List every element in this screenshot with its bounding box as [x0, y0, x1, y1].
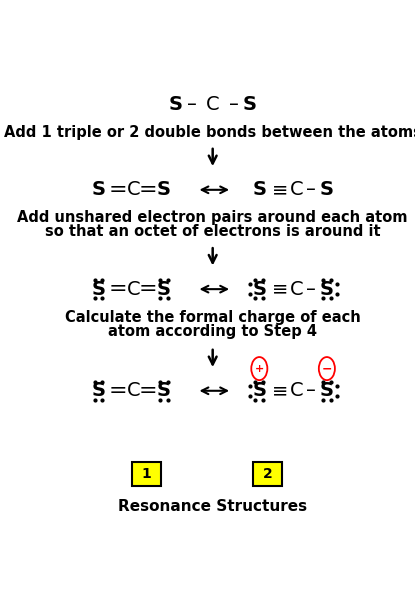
Text: Resonance Structures: Resonance Structures: [118, 499, 307, 514]
Text: –: –: [306, 280, 316, 299]
Text: S: S: [252, 280, 266, 299]
Text: C: C: [290, 181, 303, 199]
Text: Add 1 triple or 2 double bonds between the atoms: Add 1 triple or 2 double bonds between t…: [4, 125, 415, 140]
Text: =: =: [139, 180, 157, 200]
Text: so that an octet of electrons is around it: so that an octet of electrons is around …: [45, 224, 381, 239]
FancyBboxPatch shape: [132, 462, 161, 486]
Text: –: –: [229, 95, 239, 114]
Text: S: S: [252, 381, 266, 400]
Text: S: S: [92, 181, 105, 199]
Text: =: =: [139, 381, 157, 401]
Text: 1: 1: [142, 467, 151, 481]
Text: −: −: [322, 362, 332, 375]
Text: =: =: [139, 279, 157, 299]
Text: S: S: [320, 280, 334, 299]
Text: atom according to Step 4: atom according to Step 4: [108, 324, 317, 339]
Text: 2: 2: [263, 467, 272, 481]
Text: ≡: ≡: [272, 181, 288, 199]
Text: =: =: [108, 381, 127, 401]
Text: S: S: [157, 280, 171, 299]
Text: S: S: [243, 95, 256, 114]
Text: C: C: [290, 381, 303, 400]
Text: S: S: [320, 381, 334, 400]
Text: S: S: [320, 181, 334, 199]
Text: –: –: [306, 181, 316, 199]
Text: Calculate the formal charge of each: Calculate the formal charge of each: [65, 310, 361, 325]
Text: +: +: [255, 364, 264, 374]
Text: C: C: [290, 280, 303, 299]
Text: ≡: ≡: [272, 280, 288, 299]
Text: C: C: [127, 181, 141, 199]
Text: Add unshared electron pairs around each atom: Add unshared electron pairs around each …: [17, 210, 408, 225]
Text: S: S: [252, 181, 266, 199]
Text: C: C: [127, 381, 141, 400]
Text: –: –: [306, 381, 316, 400]
Text: S: S: [92, 381, 105, 400]
FancyBboxPatch shape: [253, 462, 282, 486]
Text: S: S: [92, 280, 105, 299]
Text: =: =: [108, 279, 127, 299]
Text: S: S: [169, 95, 183, 114]
Text: S: S: [157, 181, 171, 199]
Text: C: C: [127, 280, 141, 299]
Text: –: –: [187, 95, 197, 114]
Text: S: S: [157, 381, 171, 400]
Text: ≡: ≡: [272, 381, 288, 400]
Text: C: C: [206, 95, 220, 114]
Text: =: =: [108, 180, 127, 200]
